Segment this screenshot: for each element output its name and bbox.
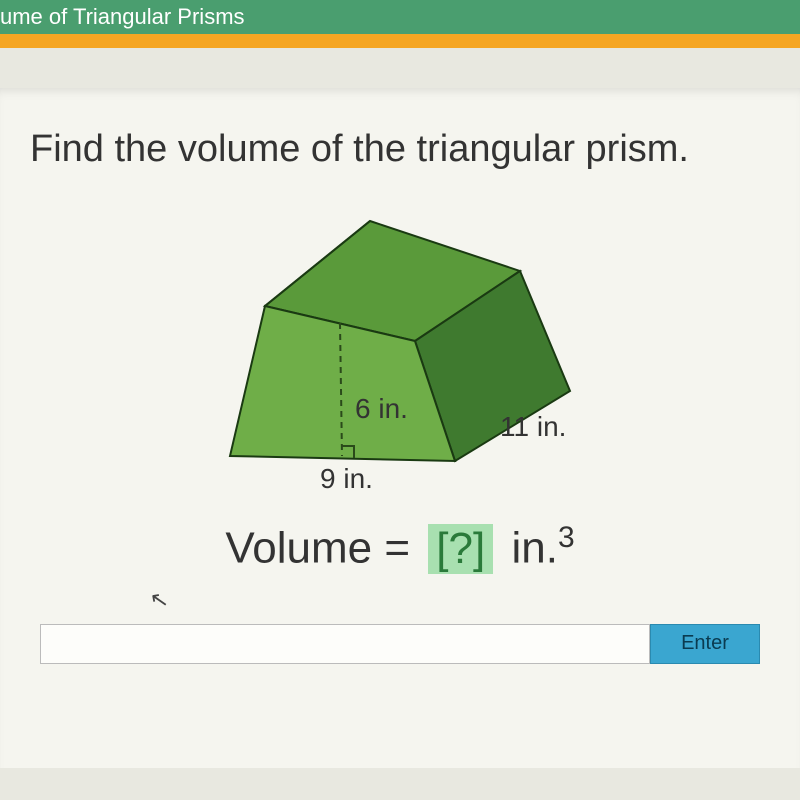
length-label: 11 in. <box>500 411 566 443</box>
prism-figure: 6 in. 11 in. 9 in. <box>190 201 610 501</box>
question-prompt: Find the volume of the triangular prism. <box>20 128 780 171</box>
accent-bar <box>0 34 800 48</box>
answer-input-row: Enter <box>40 624 760 664</box>
answer-placeholder: [?] <box>428 524 493 574</box>
question-page: Find the volume of the triangular prism.… <box>0 88 800 768</box>
enter-button[interactable]: Enter <box>650 624 760 664</box>
triangular-prism-svg <box>190 201 610 501</box>
lesson-title: ume of Triangular Prisms <box>0 4 245 29</box>
height-label: 6 in. <box>355 393 408 425</box>
cursor-icon: ↖ <box>148 586 171 615</box>
base-label: 9 in. <box>320 463 373 495</box>
answer-input[interactable] <box>40 624 650 664</box>
formula-unit: in. <box>511 524 557 573</box>
formula-lhs: Volume <box>225 524 372 573</box>
volume-formula: Volume = [?] in.3 <box>20 521 780 574</box>
formula-exponent: 3 <box>558 521 575 554</box>
formula-equals: = <box>384 524 410 573</box>
lesson-header: ume of Triangular Prisms <box>0 0 800 34</box>
